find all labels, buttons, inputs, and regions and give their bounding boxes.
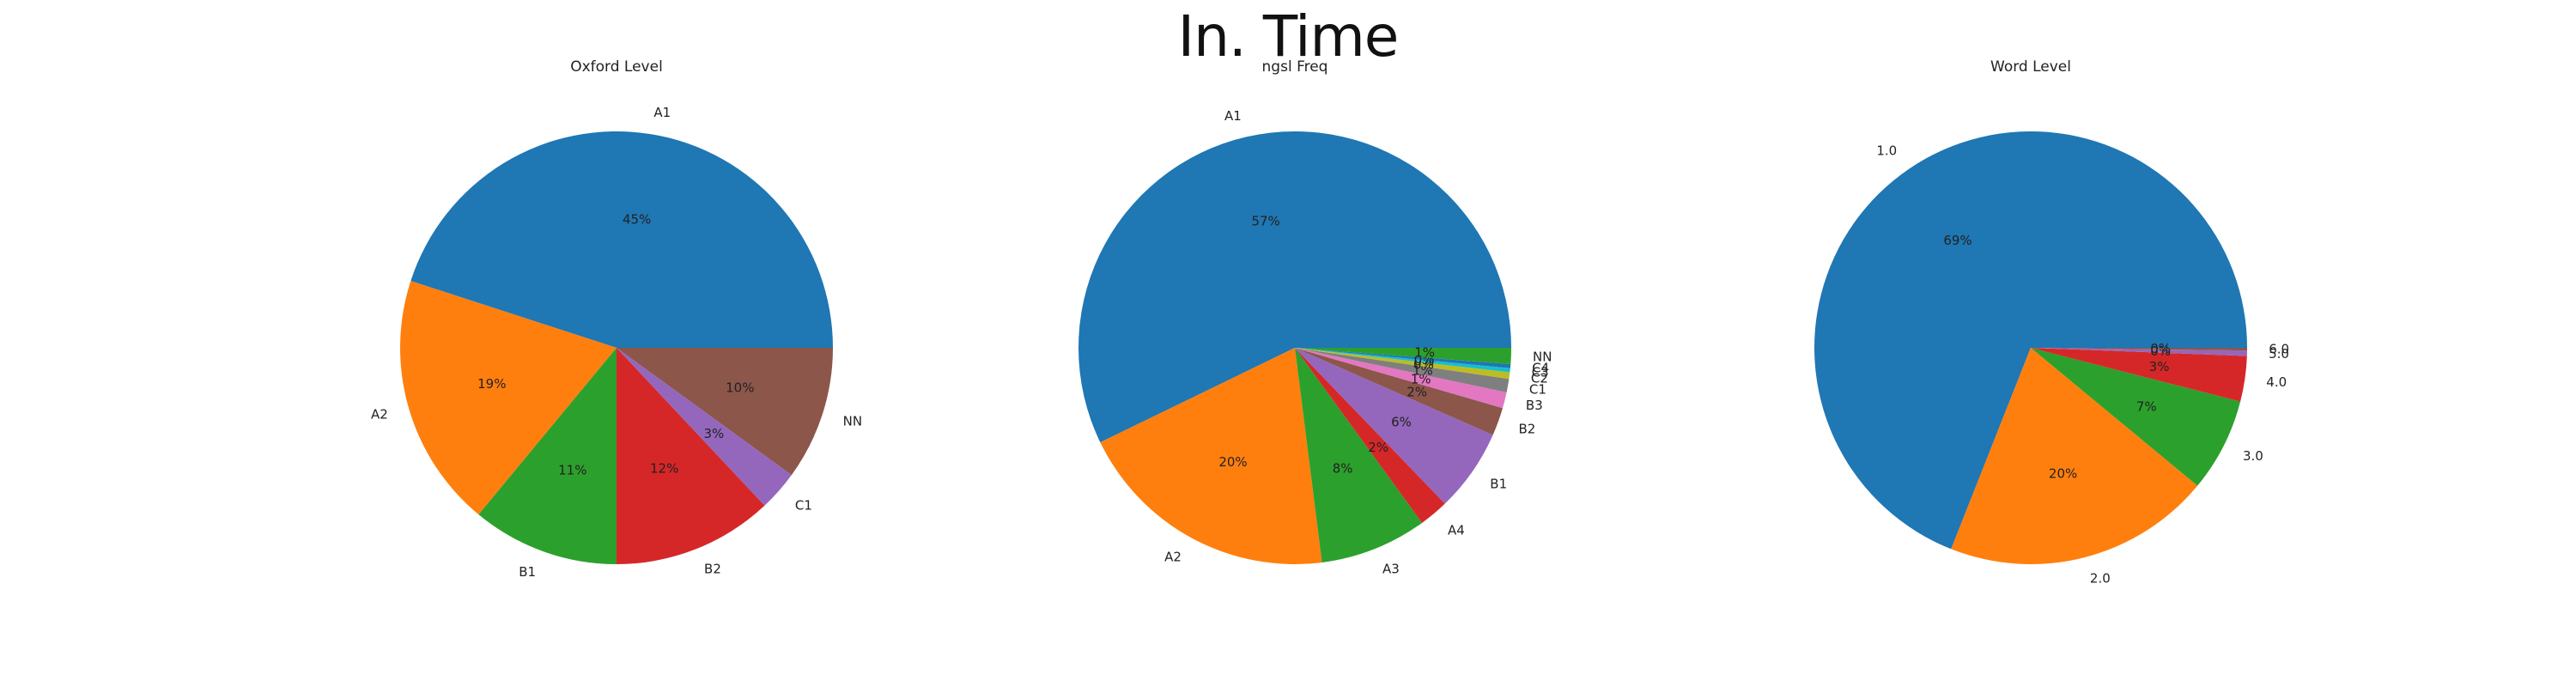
slice-percentage: 3% [704, 426, 725, 441]
slice-label: C2 [1531, 371, 1548, 386]
pie-slice-4-0 [2031, 348, 2247, 402]
pie-slice-b1 [478, 348, 617, 564]
slice-percentage: 20% [2049, 465, 2077, 481]
pie-slice-a3 [1295, 348, 1423, 563]
slice-percentage: 57% [1251, 214, 1279, 229]
slice-percentage: 45% [623, 212, 651, 228]
slice-percentage: 1% [1414, 345, 1435, 361]
slice-percentage: 0% [2150, 344, 2171, 359]
slice-label: NN [843, 414, 862, 429]
slice-percentage: 7% [2136, 399, 2157, 415]
slice-label: 6.0 [2269, 342, 2289, 357]
slice-label: B1 [519, 564, 536, 580]
slice-percentage: 1% [1411, 372, 1431, 387]
slice-label: B1 [1490, 477, 1507, 492]
pie-slice-b2 [617, 348, 765, 564]
pie-chart-oxford-level: A1 45% A2 19% B1 11% B2 12% C1 3% NN 10% Oxford Leve… [371, 58, 862, 580]
pie-slice-nn [617, 348, 833, 476]
slice-label: C1 [1529, 382, 1546, 398]
pie-slice-a2 [400, 281, 617, 515]
pie-slice-c3 [1295, 348, 1510, 373]
slice-percentage: 8% [1333, 461, 1353, 477]
slice-percentage: 0% [2150, 341, 2171, 356]
slice-label: NN [1533, 349, 1552, 364]
slice-percentage: 3% [2149, 359, 2170, 374]
slice-label: 4.0 [2266, 374, 2287, 390]
slice-percentage: 6% [1391, 415, 1412, 430]
slice-label: C1 [795, 497, 812, 513]
slice-label: B2 [1519, 422, 1536, 437]
slice-percentage: 20% [1218, 454, 1247, 470]
slice-percentage: 12% [650, 461, 678, 477]
pie-slice-a2 [1100, 348, 1322, 564]
pie-slice-c1 [1295, 348, 1510, 392]
pie-slice-5-0 [2031, 348, 2247, 356]
pie-slice-b3 [1295, 348, 1507, 409]
slice-label: 1.0 [1876, 143, 1897, 159]
slice-percentage: 2% [1368, 440, 1388, 455]
pie-chart-word-level: 1.069%2.020%3.07%4.03%5.00% 6.00%Word Lev… [1814, 58, 2289, 586]
slice-label: B2 [704, 562, 721, 577]
slice-percentage: 10% [726, 380, 754, 396]
slice-label: A4 [1448, 522, 1465, 538]
slice-label: B3 [1526, 398, 1543, 413]
pie-slice-a1 [410, 131, 834, 348]
slice-percentage: 69% [1943, 233, 1971, 248]
figure-title: In. Time [1177, 3, 1400, 70]
chart-title: Word Level [1990, 58, 2071, 76]
chart-title: ngsl Freq [1262, 58, 1328, 76]
slice-label: C3 [1532, 365, 1549, 380]
slice-label: A1 [1224, 108, 1242, 124]
slice-label: A1 [653, 105, 671, 120]
pie-slice-2-0 [1951, 348, 2198, 564]
slice-label: A3 [1382, 562, 1400, 577]
slice-label: 2.0 [2090, 570, 2111, 586]
chart-title: Oxford Level [570, 58, 663, 76]
slice-label: A2 [1164, 550, 1182, 565]
slice-label: A2 [371, 406, 388, 422]
slice-percentage: 19% [477, 376, 506, 392]
pie-slice-c2 [1295, 348, 1510, 380]
pie-slice-b1 [1295, 348, 1493, 504]
pie-slice-1-0 [1814, 131, 2247, 550]
pie-slice-3-0 [2031, 348, 2241, 486]
pie-slice-b2 [1295, 348, 1503, 435]
pie-slice-c1 [617, 348, 792, 506]
slice-label: 5.0 [2269, 346, 2289, 362]
pie-slice-a4 [1295, 348, 1445, 523]
pie-slice-c4 [1295, 348, 1511, 368]
pie-slice-nn [1295, 348, 1511, 364]
slice-percentage: 2% [1406, 385, 1427, 400]
pie-slice-a1 [1078, 131, 1511, 443]
slice-label: C4 [1532, 360, 1549, 375]
pie-slice-6-0 [2031, 348, 2247, 351]
slice-percentage: 11% [558, 462, 586, 477]
slice-label: 3.0 [2243, 448, 2263, 464]
